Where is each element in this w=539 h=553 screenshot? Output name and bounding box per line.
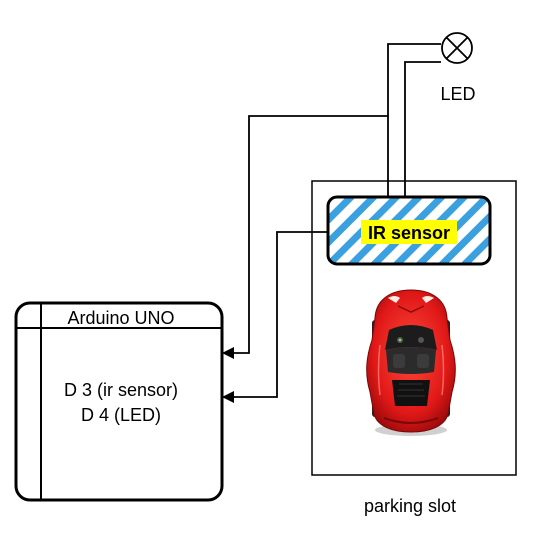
arduino-outline [14,301,224,502]
arduino-board: Arduino UNO D 3 (ir sensor) D 4 (LED) [14,301,224,502]
arduino-title: Arduino UNO [67,308,174,328]
ir-sensor-label: IR sensor [368,223,450,243]
arrow-to-d4 [222,391,234,403]
wires [228,43,441,398]
arduino-pin-d4: D 4 (LED) [81,405,161,425]
parking-slot-label: parking slot [364,496,456,516]
ir-sensor-label-highlight [361,220,457,244]
lamp-icon [441,32,473,64]
arduino-pin-d3: D 3 (ir sensor) [64,380,178,400]
arrow-to-d3 [222,347,234,359]
parking-slot: parking slot [311,180,517,516]
ir-sensor: IR sensor [326,195,492,266]
sensor-signal-wire [228,231,328,398]
led-wire-b [404,61,441,197]
parking-slot-outline [311,180,517,476]
red-car-icon [366,289,456,436]
led-wire-a [228,43,441,354]
led-label: LED [440,84,475,104]
